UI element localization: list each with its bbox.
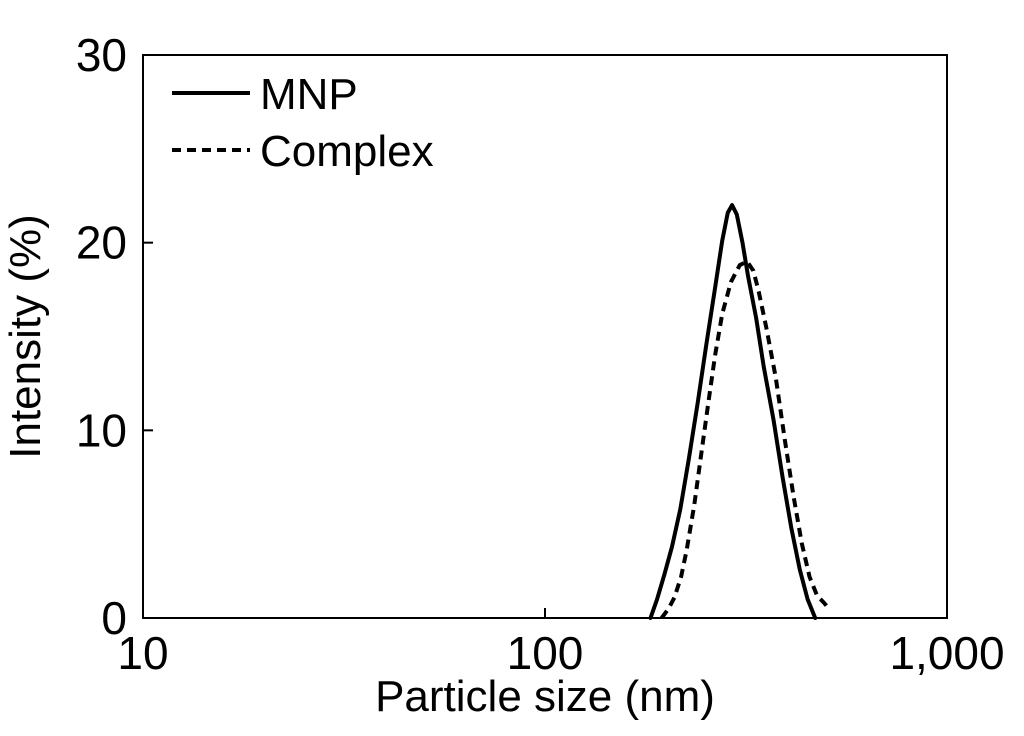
x-tick-label: 100 (507, 627, 584, 679)
x-axis-ticks: 10 100 1,000 (117, 608, 1005, 679)
y-tick-label: 20 (76, 217, 127, 269)
y-tick-label: 10 (76, 404, 127, 456)
y-tick-label: 0 (101, 592, 127, 644)
legend-label-complex: Complex (260, 127, 434, 176)
series-layer (648, 203, 831, 620)
y-axis-ticks: 0 10 20 30 (76, 29, 153, 644)
legend-label-mnp: MNP (260, 70, 358, 119)
x-axis-title: Particle size (nm) (375, 672, 715, 721)
x-tick-label: 10 (117, 627, 168, 679)
legend: MNP Complex (172, 70, 434, 176)
x-tick-label: 1,000 (889, 627, 1004, 679)
y-axis-title: Intensity (%) (1, 214, 50, 459)
plot-frame (142, 54, 948, 619)
y-tick-label: 30 (76, 29, 127, 81)
series-line-mnp (648, 203, 818, 620)
series-line-complex (659, 259, 831, 620)
